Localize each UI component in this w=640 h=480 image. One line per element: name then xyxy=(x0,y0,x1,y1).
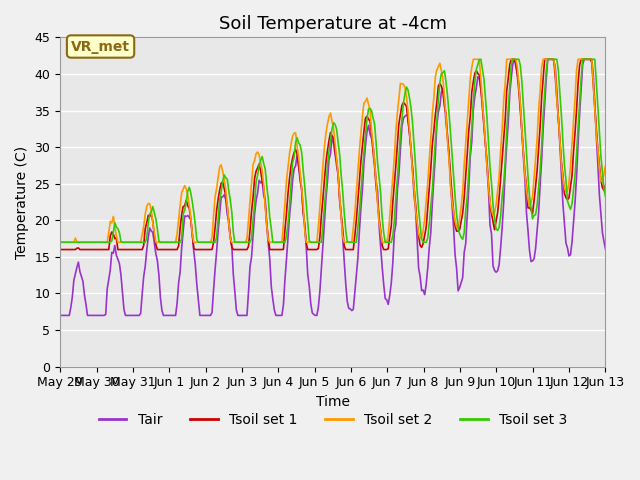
Tair xyxy=(123,312,131,318)
Tsoil set 2 xyxy=(246,198,254,204)
Y-axis label: Temperature (C): Temperature (C) xyxy=(15,145,29,259)
Tsoil set 3 xyxy=(476,57,483,62)
Tair xyxy=(511,57,518,62)
Tair xyxy=(246,264,254,269)
Tsoil set 2 xyxy=(573,67,580,72)
Tsoil set 2 xyxy=(56,240,64,245)
Tsoil set 3 xyxy=(56,240,64,245)
Tsoil set 1 xyxy=(246,228,254,233)
Tsoil set 3 xyxy=(602,193,609,199)
Legend: Tair, Tsoil set 1, Tsoil set 2, Tsoil set 3: Tair, Tsoil set 1, Tsoil set 2, Tsoil se… xyxy=(93,407,573,432)
Tsoil set 3 xyxy=(295,140,303,145)
Line: Tsoil set 3: Tsoil set 3 xyxy=(60,60,605,242)
Tsoil set 1 xyxy=(295,163,303,169)
Tsoil set 3 xyxy=(219,179,227,184)
Title: Soil Temperature at -4cm: Soil Temperature at -4cm xyxy=(219,15,447,33)
Tair xyxy=(56,312,64,318)
Tair xyxy=(295,162,303,168)
Tair xyxy=(237,312,244,318)
Text: VR_met: VR_met xyxy=(71,39,130,53)
Tsoil set 2 xyxy=(219,169,227,175)
Tsoil set 1 xyxy=(573,107,580,112)
X-axis label: Time: Time xyxy=(316,395,350,409)
Line: Tsoil set 1: Tsoil set 1 xyxy=(60,60,605,250)
Tsoil set 1 xyxy=(56,247,64,252)
Tair xyxy=(602,246,609,252)
Tsoil set 2 xyxy=(237,240,244,245)
Tsoil set 3 xyxy=(237,240,244,245)
Tsoil set 1 xyxy=(219,179,227,185)
Tsoil set 1 xyxy=(237,247,244,252)
Line: Tsoil set 2: Tsoil set 2 xyxy=(60,60,605,242)
Tair xyxy=(573,173,580,179)
Tsoil set 2 xyxy=(123,240,131,245)
Tsoil set 1 xyxy=(123,247,131,252)
Tsoil set 3 xyxy=(246,240,254,245)
Tsoil set 1 xyxy=(602,182,609,188)
Tsoil set 2 xyxy=(295,154,303,160)
Line: Tair: Tair xyxy=(60,60,605,315)
Tsoil set 2 xyxy=(470,57,477,62)
Tsoil set 3 xyxy=(573,150,580,156)
Tsoil set 2 xyxy=(602,163,609,169)
Tsoil set 1 xyxy=(508,57,515,62)
Tair xyxy=(219,194,227,200)
Tsoil set 3 xyxy=(123,240,131,245)
